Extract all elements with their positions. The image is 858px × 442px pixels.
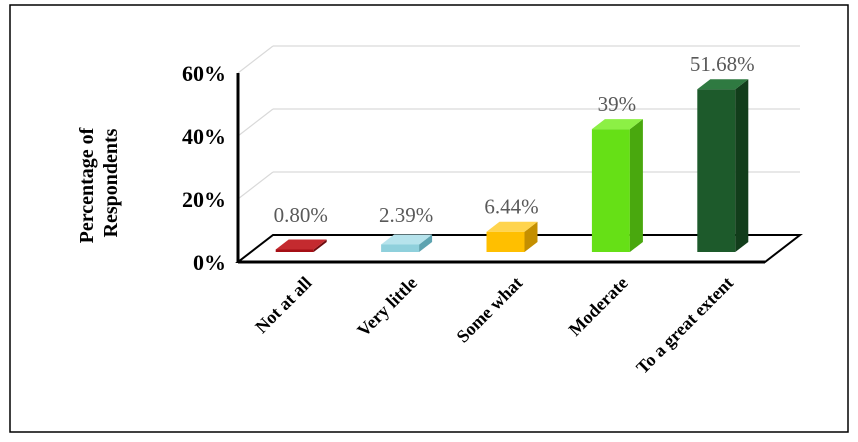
gridline-side [237, 45, 274, 74]
y-tick-label: 60% [182, 61, 226, 86]
bar-very-little [381, 234, 433, 252]
bar-side [735, 79, 749, 252]
bar-side [524, 221, 538, 252]
category-labels: Not at all Very little Some what Moderate To… [251, 273, 737, 378]
category-label: Not at all [251, 273, 315, 337]
data-labels: 0.80% 2.39% 6.44% 39% 51.68% [274, 52, 755, 227]
data-label: 0.80% [274, 203, 328, 227]
data-label: 51.68% [690, 52, 755, 76]
y-axis-label: Percentage of Respondents [76, 123, 122, 244]
bars [275, 79, 749, 253]
bar-top [591, 119, 643, 130]
y-tick-labels: 0% 20% 40% 60% [182, 61, 226, 275]
bar-moderate [591, 119, 643, 253]
bar-side [419, 234, 433, 252]
bar-front [591, 129, 630, 252]
y-axis-label-line-1: Percentage of [76, 127, 98, 243]
bar-some-what [486, 221, 538, 252]
bar-front [697, 89, 736, 252]
y-axis-label-line-2: Respondents [100, 128, 122, 237]
gridline-side [237, 171, 274, 200]
bar-front [275, 249, 314, 252]
bar-front [381, 244, 420, 252]
data-label: 6.44% [484, 195, 538, 219]
bar-top [381, 234, 433, 245]
outer-border [9, 4, 849, 433]
bar-not-at-all [275, 239, 327, 252]
y-tick-label: 20% [182, 187, 226, 212]
data-label: 39% [598, 92, 637, 116]
category-label: To a great extent [632, 273, 737, 378]
y-tick-label: 40% [182, 124, 226, 149]
bar-top [697, 79, 749, 90]
category-label: Very little [353, 273, 421, 341]
bar-to-a-great-extent [697, 79, 749, 252]
gridline-side [237, 108, 274, 137]
bar-top [486, 221, 538, 232]
bar-side [629, 119, 643, 253]
bar-side [313, 239, 327, 252]
category-label: Moderate [565, 273, 632, 340]
bar-front [486, 231, 525, 252]
data-label: 2.39% [379, 203, 433, 227]
y-tick-label: 0% [193, 250, 226, 275]
category-label: Some what [452, 273, 526, 347]
bar-top [275, 239, 327, 250]
